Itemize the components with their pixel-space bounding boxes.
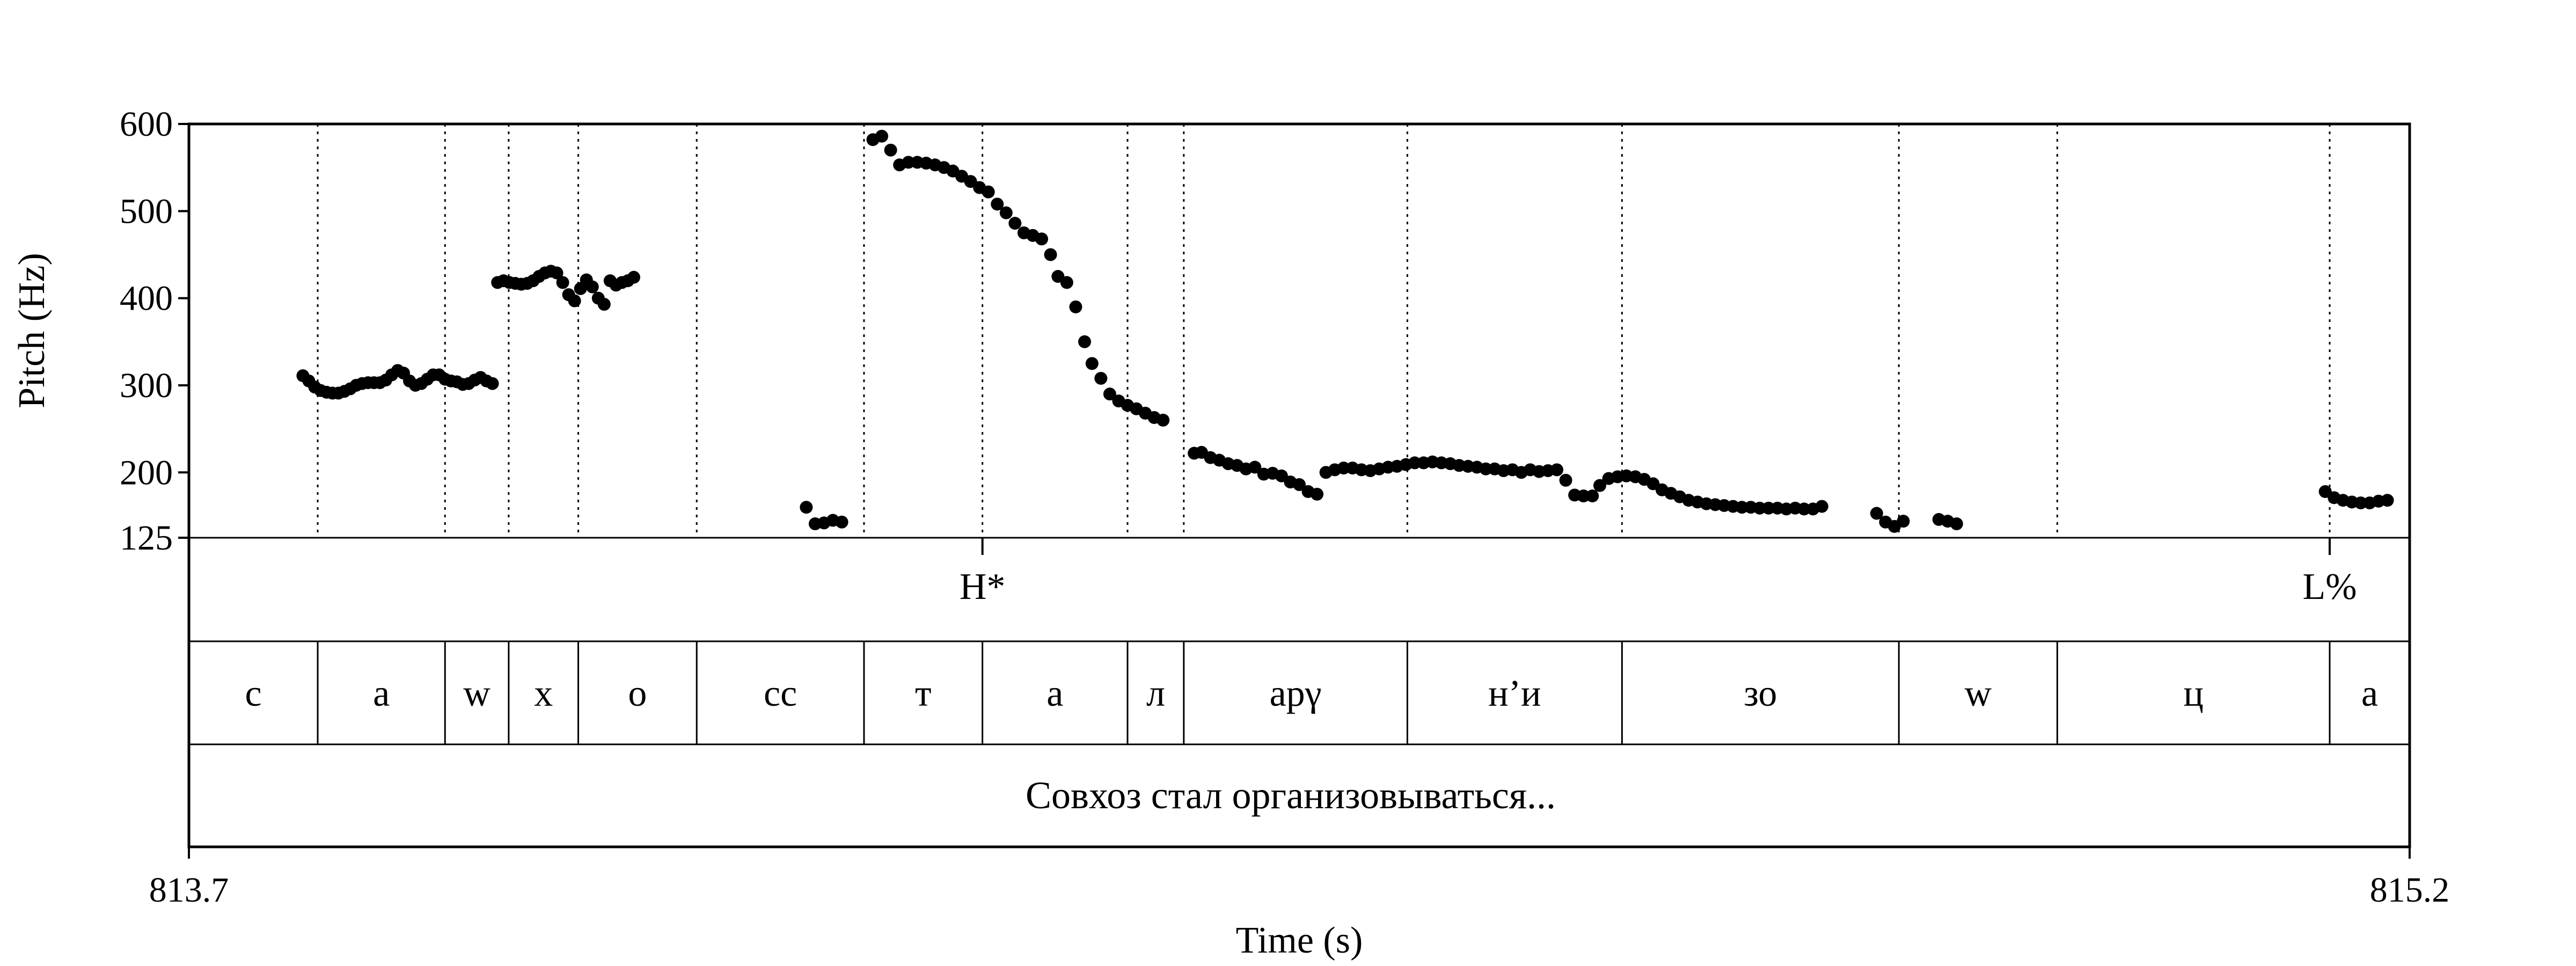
pitch-point (982, 185, 995, 199)
pitch-point (1593, 479, 1607, 492)
tone-label: H* (960, 566, 1006, 608)
pitch-point (1559, 473, 1572, 487)
segment-tier: c a w x o cc т a л арγ н’и зо w ц a (245, 641, 2378, 744)
pitch-point (1815, 500, 1828, 513)
y-axis-tick-label: 125 (120, 518, 173, 558)
pitch-point (1479, 462, 1492, 475)
pitch-point (597, 297, 611, 311)
segment-label: арγ (1270, 673, 1322, 714)
x-axis-tick-label-start: 813.7 (149, 870, 229, 910)
pitch-point (1085, 357, 1099, 370)
pitch-point (875, 129, 889, 143)
pitch-point (568, 294, 581, 308)
pitch-point (1762, 501, 1775, 515)
pitch-point (586, 280, 599, 294)
pitch-point (835, 515, 848, 529)
pitch-point (800, 501, 813, 514)
pitch-point (991, 197, 1004, 211)
sentence-tier-label: Совхоз стал организовываться... (1026, 774, 1556, 817)
y-axis-tick-label: 400 (120, 279, 173, 318)
y-axis-title: Pitch (Hz) (11, 253, 53, 408)
tone-label: L% (2302, 566, 2357, 608)
pitch-point (1577, 489, 1590, 503)
pitch-point (556, 276, 569, 289)
pitch-point (2381, 494, 2394, 507)
pitch-point (1311, 487, 1324, 501)
pitch-point (1293, 478, 1306, 491)
pitch-point (1157, 413, 1170, 427)
pitch-point (1008, 217, 1022, 230)
segment-label: a (373, 673, 390, 714)
segment-label: w (1965, 673, 1992, 714)
y-axis-tick-label: 500 (120, 192, 173, 231)
segment-label: н’и (1488, 673, 1541, 714)
pitch-point (1586, 489, 1599, 503)
pitch-point (1060, 276, 1073, 289)
pitch-point (1950, 517, 1963, 531)
pitch-point (2354, 496, 2367, 510)
pitch-point (999, 206, 1013, 219)
pitch-point (1753, 501, 1766, 515)
y-axis-tick-label: 200 (120, 453, 173, 492)
pitch-point (1069, 300, 1082, 313)
pitch-point (627, 270, 640, 284)
y-axis-tick-label: 600 (120, 105, 173, 144)
segment-label: x (534, 673, 553, 714)
pitch-point (1897, 515, 1910, 528)
segment-label: зо (1744, 673, 1777, 714)
pitch-point (550, 266, 564, 280)
pitch-point (1035, 232, 1048, 246)
pitch-point (1103, 387, 1116, 401)
pitch-point (1044, 248, 1057, 261)
x-axis-tick-label-end: 815.2 (2370, 870, 2450, 910)
segment-label: a (1046, 673, 1063, 714)
pitch-point (1797, 502, 1811, 516)
pitch-point (1550, 463, 1564, 477)
x-axis-title: Time (s) (1236, 920, 1363, 961)
segment-label: w (463, 673, 491, 714)
pitch-point (486, 377, 499, 390)
segment-label: o (628, 673, 647, 714)
segment-label: л (1146, 673, 1165, 714)
y-axis: 125 200 300 400 500 600 (120, 105, 189, 558)
segment-label: cc (764, 673, 797, 714)
pitch-point (1408, 456, 1422, 470)
pitch-point (1870, 507, 1883, 520)
pitch-point (1735, 501, 1748, 514)
y-axis-tick-label: 300 (120, 366, 173, 405)
segment-label: a (2361, 673, 2378, 714)
plot-frame (187, 122, 2411, 848)
pitch-point (1337, 462, 1350, 475)
pitch-points (296, 129, 2394, 533)
pitch-point (1078, 335, 1091, 348)
segment-label: c (245, 673, 261, 714)
pitch-point (902, 156, 915, 169)
pitch-point (1094, 371, 1108, 385)
tone-tier: H* L% (960, 538, 2357, 608)
segment-label: ц (2184, 673, 2204, 714)
pitch-point (884, 143, 897, 157)
segment-label: т (915, 673, 932, 714)
pitch-point (1248, 460, 1262, 474)
